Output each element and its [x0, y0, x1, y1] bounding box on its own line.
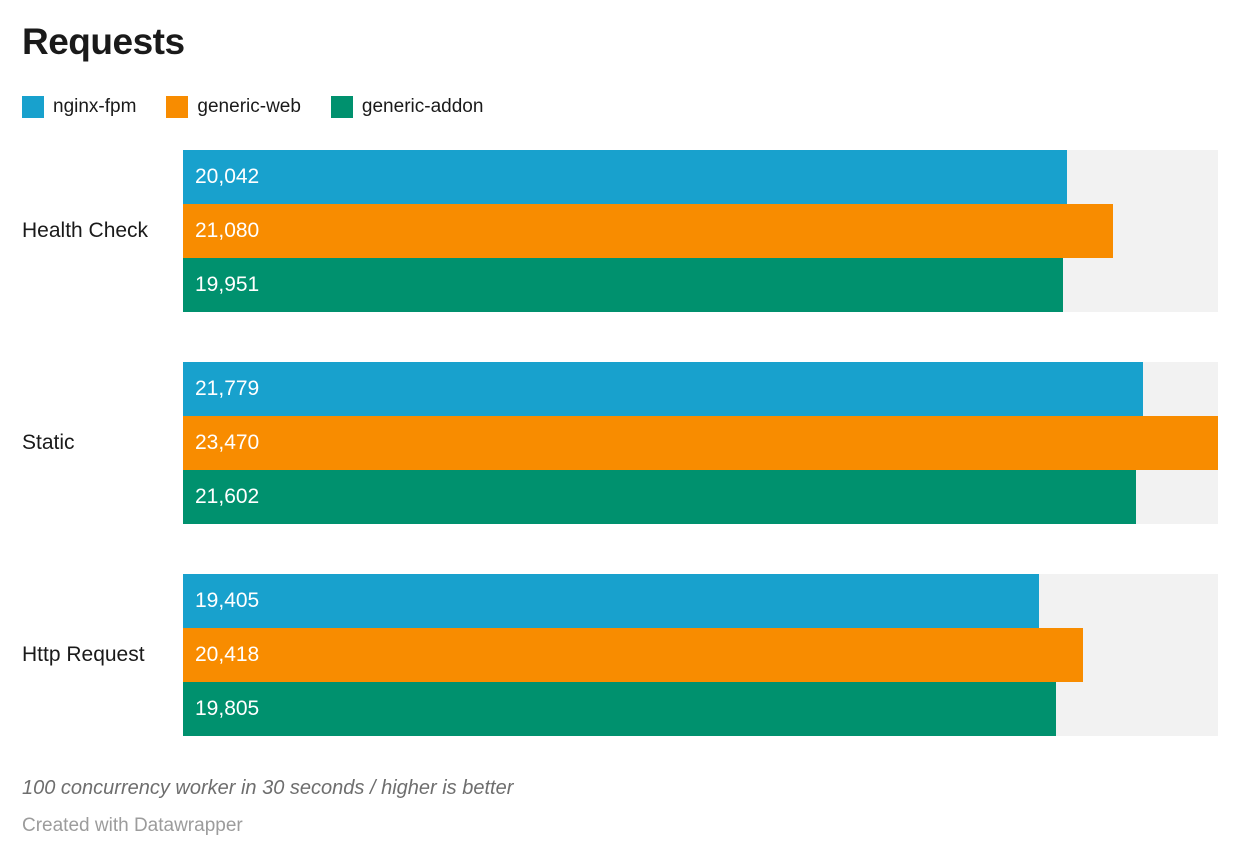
bar-rows: 21,779 23,470 21,602	[183, 362, 1218, 524]
bar-track: 20,042	[183, 150, 1218, 204]
bar-nginx-fpm: 20,042	[183, 150, 1067, 204]
bar-generic-addon: 19,951	[183, 258, 1063, 312]
value-label: 20,042	[195, 165, 260, 188]
bar-generic-web: 21,080	[183, 204, 1113, 258]
legend-swatch-square-icon	[22, 96, 44, 118]
value-label: 19,951	[195, 273, 260, 296]
value-label: 19,805	[195, 697, 260, 720]
category-label: Http Request	[22, 643, 145, 666]
bar-group: Health Check 20,042 21,080 19,951	[0, 150, 1218, 312]
bar-group: Http Request 19,405 20,418 19,805	[0, 574, 1218, 736]
bar-group: Static 21,779 23,470 21,602	[0, 362, 1218, 524]
chart-title: Requests	[22, 21, 185, 62]
bar-track: 19,805	[183, 682, 1218, 736]
value-label: 21,602	[195, 485, 260, 508]
footer-note: 100 concurrency worker in 30 seconds / h…	[22, 777, 514, 799]
category-label: Static	[22, 431, 75, 454]
bar-rows: 19,405 20,418 19,805	[183, 574, 1218, 736]
legend-item-generic-addon: generic-addon	[330, 96, 484, 118]
bar-track: 19,951	[183, 258, 1218, 312]
value-label: 23,470	[195, 431, 260, 454]
value-label: 19,405	[195, 589, 260, 612]
bar-nginx-fpm: 19,405	[183, 574, 1039, 628]
legend: nginx-fpm generic-web generic-addon	[22, 96, 513, 118]
legend-swatch-square-icon	[166, 96, 189, 118]
bar-generic-addon: 19,805	[183, 682, 1057, 736]
bar-rows: 20,042 21,080 19,951	[183, 150, 1218, 312]
chart: Health Check 20,042 21,080 19,951 Static 21,7…	[0, 150, 1218, 736]
legend-item-nginx-fpm: nginx-fpm	[22, 96, 136, 118]
legend-swatch-square-icon	[330, 96, 353, 118]
bar-track: 20,418	[183, 628, 1218, 682]
bar-track: 23,470	[183, 416, 1218, 470]
value-label: 21,779	[195, 377, 260, 400]
value-label: 20,418	[195, 643, 260, 666]
value-label: 21,080	[195, 219, 260, 242]
bar-track: 21,602	[183, 470, 1218, 524]
bar-nginx-fpm: 21,779	[183, 362, 1144, 416]
bar-generic-web: 23,470	[183, 416, 1218, 470]
category-label: Health Check	[22, 219, 149, 242]
bar-track: 21,080	[183, 204, 1218, 258]
datawrapper-credit: Created with Datawrapper	[22, 815, 243, 836]
legend-label: generic-addon	[361, 96, 484, 117]
bar-generic-addon: 21,602	[183, 470, 1136, 524]
bar-track: 19,405	[183, 574, 1218, 628]
legend-item-generic-web: generic-web	[166, 96, 301, 118]
legend-label: nginx-fpm	[53, 96, 137, 117]
legend-label: generic-web	[197, 96, 301, 117]
bar-track: 21,779	[183, 362, 1218, 416]
bar-generic-web: 20,418	[183, 628, 1084, 682]
